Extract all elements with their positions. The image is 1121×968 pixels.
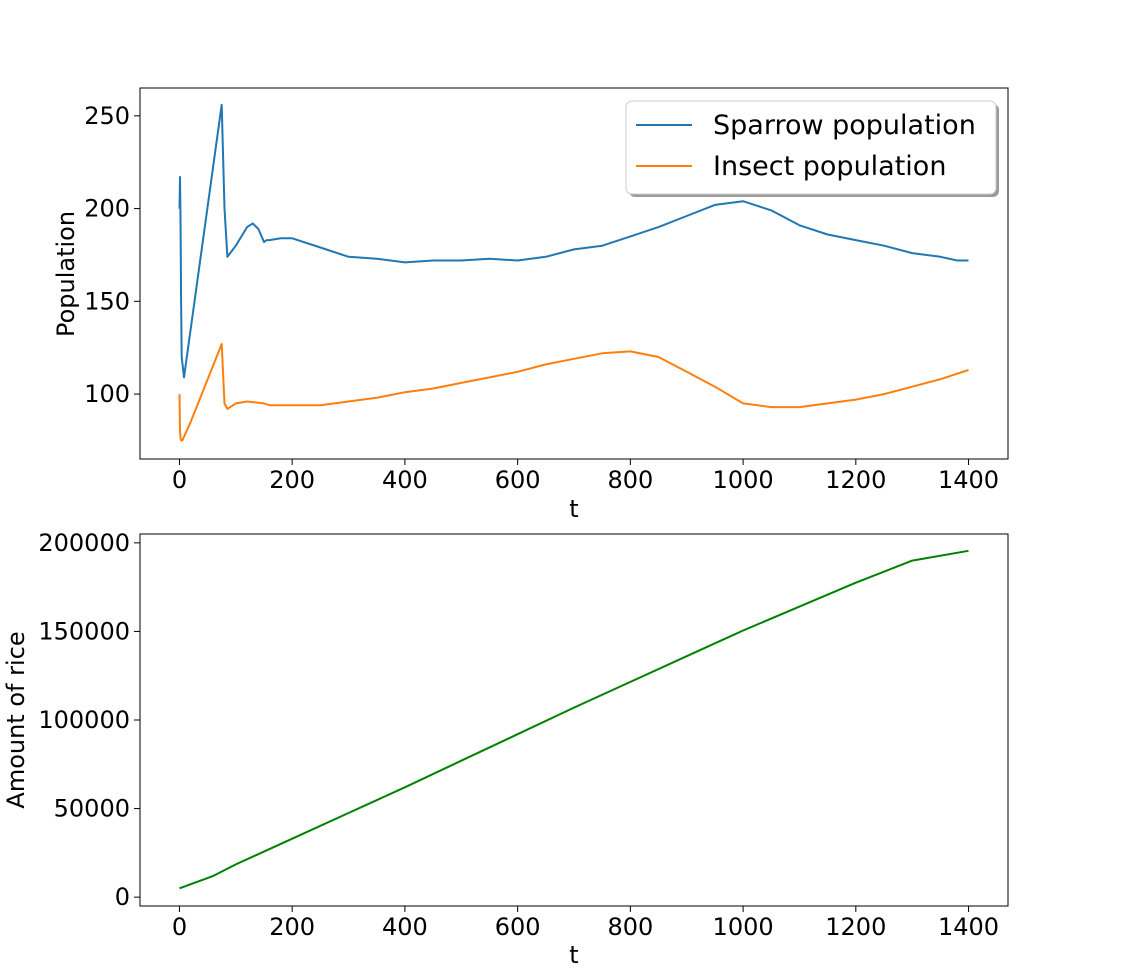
population-x-tick-label: 400 — [382, 466, 428, 494]
legend-box — [625, 100, 997, 195]
population-x-tick-label: 600 — [495, 466, 541, 494]
population-y-tick-label: 100 — [84, 380, 130, 408]
rice-x-tick-label: 1000 — [713, 913, 774, 941]
population-x-tick-label: 1400 — [938, 466, 999, 494]
rice-x-tick-label: 400 — [382, 913, 428, 941]
sparrow-population-line — [178, 103, 969, 379]
rice-chart: 0 200 400 600 800 1000 1200 1400 0 50000 100000 15… — [2, 529, 1009, 968]
rice-x-tick-label: 600 — [495, 913, 541, 941]
population-y-tick-label: 150 — [84, 287, 130, 315]
population-x-axis-label: t — [569, 495, 578, 523]
population-chart: 0 200 400 600 800 1000 1200 1400 100 150 200 250 t… — [52, 87, 1009, 523]
population-x-tick-label: 0 — [172, 466, 187, 494]
population-axes-frame — [139, 87, 1009, 460]
rice-y-axis-label: Amount of rice — [2, 631, 30, 808]
rice-y-tick-label: 100000 — [38, 706, 130, 734]
population-x-tick-label: 1200 — [825, 466, 886, 494]
rice-x-tick-label: 1400 — [938, 913, 999, 941]
population-y-axis-label: Population — [52, 211, 80, 337]
rice-x-tick-label: 800 — [607, 913, 653, 941]
rice-x-tick-label: 200 — [269, 913, 315, 941]
population-x-tick-label: 200 — [269, 466, 315, 494]
rice-y-tick-label: 200000 — [38, 529, 130, 557]
population-legend: Sparrow population Insect population — [625, 100, 999, 197]
rice-y-tick-label: 0 — [115, 883, 130, 911]
rice-x-axis-label: t — [569, 941, 578, 968]
population-y-tick-label: 200 — [84, 195, 130, 223]
rice-y-tick-label: 150000 — [38, 617, 130, 645]
population-y-tick-label: 250 — [84, 102, 130, 130]
rice-x-tick-label: 1200 — [825, 913, 886, 941]
population-series-lines — [178, 103, 969, 442]
population-x-tick-label: 800 — [607, 466, 653, 494]
legend-label-sparrow: Sparrow population — [713, 110, 976, 141]
insect-population-line — [178, 343, 969, 442]
legend-label-insect: Insect population — [713, 151, 946, 182]
population-x-ticks: 0 200 400 600 800 1000 1200 1400 — [172, 459, 999, 494]
rice-series-lines — [179, 549, 969, 890]
population-y-ticks: 100 150 200 250 — [84, 102, 140, 408]
rice-y-ticks: 0 50000 100000 150000 200000 — [38, 529, 140, 911]
rice-y-tick-label: 50000 — [54, 795, 130, 823]
rice-x-ticks: 0 200 400 600 800 1000 1200 1400 — [172, 906, 999, 941]
rice-x-tick-label: 0 — [172, 913, 187, 941]
rice-series-0-line — [179, 549, 969, 890]
population-x-tick-label: 1000 — [713, 466, 774, 494]
